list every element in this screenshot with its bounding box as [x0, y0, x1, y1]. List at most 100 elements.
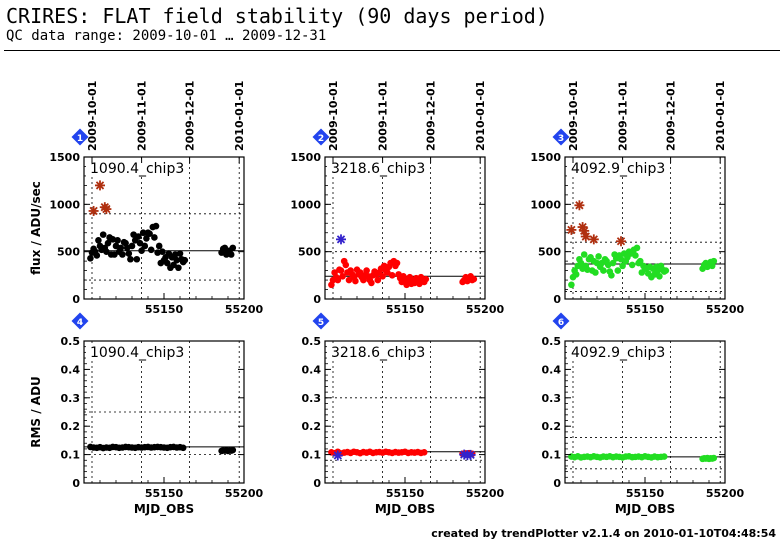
x-tick-label: 55200 [706, 487, 745, 500]
x-tick-label: 55200 [466, 487, 505, 500]
chart-panel-1: 0 500 1000 1500 55150 55200 1090.4_chip3 1 flux … [29, 81, 263, 316]
data-point [374, 276, 382, 284]
date-tick-label: 2009-10-01 [86, 81, 99, 151]
panel-number: 5 [318, 318, 324, 328]
y-tick-label: 500 [57, 246, 80, 259]
data-point [181, 256, 189, 264]
date-tick-label: 2009-12-01 [665, 81, 678, 151]
panel-number: 3 [558, 134, 564, 144]
panel-label-box [567, 159, 651, 177]
data-point [128, 242, 136, 250]
data-point [628, 261, 636, 269]
date-tick-label: 2010-01-01 [474, 81, 487, 151]
outlier-point [101, 204, 112, 215]
panel-number-badge [552, 312, 570, 330]
panel-number-badge [71, 312, 89, 330]
data-point [609, 259, 617, 267]
y-axis-label: flux / ADU/sec [29, 181, 43, 275]
y-tick-label: 0.3 [302, 392, 322, 405]
page-title: CRIRES: FLAT field stability (90 days pe… [6, 4, 548, 28]
chart-panel-6: 0 0.1 0.2 0.3 0.4 0.5 55150 55200 4092.9_chip3 6 M… [542, 312, 745, 517]
flagged-point [465, 449, 476, 460]
panel-label-box [567, 343, 651, 361]
data-point [139, 229, 147, 237]
data-point [147, 246, 155, 254]
x-tick-label: 55150 [145, 303, 184, 316]
data-point [163, 259, 171, 267]
date-tick-label: 2010-01-01 [233, 81, 246, 151]
plot-frame [324, 340, 486, 484]
outlier-point-stroke [580, 226, 589, 236]
y-tick-label: 0 [313, 293, 321, 306]
data-point [568, 281, 575, 289]
data-point [95, 237, 102, 244]
x-axis-label: MJD_OBS [615, 502, 675, 517]
x-tick-label: 55150 [626, 303, 665, 316]
y-tick-label: 0.1 [61, 449, 81, 462]
outlier-point-stroke [581, 232, 590, 241]
y-tick-label: 0.5 [302, 335, 322, 348]
panel-number: 2 [318, 134, 324, 144]
plot-frame [83, 156, 245, 300]
plot-frame [564, 156, 726, 300]
data-point [614, 267, 622, 274]
data-point [470, 275, 478, 283]
y-tick-label: 0 [553, 293, 561, 306]
outlier-point [566, 224, 577, 235]
data-point [93, 252, 101, 259]
panel-label: 3218.6_chip3 [331, 161, 425, 177]
x-tick-label: 55200 [466, 303, 505, 316]
date-tick-label: 2009-10-01 [567, 81, 580, 151]
data-point [103, 248, 110, 255]
date-tick-label: 2009-11-01 [136, 81, 149, 151]
outlier-point [588, 234, 599, 245]
flagged-point [332, 450, 343, 461]
date-tick-label: 2009-12-01 [425, 81, 438, 151]
data-point [136, 239, 144, 247]
flagged-point-stroke [336, 235, 346, 244]
y-tick-label: 1000 [290, 198, 321, 211]
data-point [229, 244, 237, 252]
data-point [342, 261, 350, 269]
data-point [363, 267, 370, 274]
x-tick-label: 55150 [145, 487, 184, 500]
footer-credit: created by trendPlotter v2.1.4 on 2010-0… [431, 527, 776, 540]
date-tick-label: 2009-11-01 [377, 81, 390, 151]
y-tick-label: 1500 [530, 151, 561, 164]
data-point [127, 255, 134, 263]
data-point [352, 277, 359, 285]
data-point [138, 247, 145, 255]
data-point [179, 444, 187, 452]
data-point [633, 244, 641, 252]
data-point [577, 259, 585, 267]
x-axis-label: MJD_OBS [375, 502, 435, 517]
data-point [99, 231, 107, 238]
data-point [388, 272, 396, 279]
y-axis-label: RMS / ADU [29, 376, 43, 448]
y-tick-label: 0.3 [542, 392, 562, 405]
x-axis-label: MJD_OBS [134, 502, 194, 517]
data-point [710, 454, 718, 462]
data-point [176, 250, 184, 257]
data-point [334, 276, 342, 284]
data-point [339, 272, 346, 280]
outlier-point-stroke [102, 204, 111, 214]
data-point [87, 254, 94, 262]
y-tick-label: 0 [313, 477, 321, 490]
data-point [632, 252, 639, 259]
panel-number-badge [312, 128, 330, 146]
data-point [379, 272, 386, 280]
data-point [170, 261, 177, 269]
outlier-point-stroke [589, 235, 598, 244]
data-point [422, 275, 430, 283]
y-tick-label: 0.5 [542, 335, 562, 348]
flagged-point [336, 234, 346, 245]
date-tick-label: 2010-01-01 [714, 81, 727, 151]
data-point [111, 251, 118, 258]
outlier-point-stroke [575, 201, 584, 210]
panel-label: 3218.6_chip3 [331, 345, 425, 361]
x-tick-label: 55150 [626, 487, 665, 500]
y-tick-label: 0 [553, 477, 561, 490]
panel-label-box [327, 159, 411, 177]
panel-label: 1090.4_chip3 [90, 345, 184, 361]
